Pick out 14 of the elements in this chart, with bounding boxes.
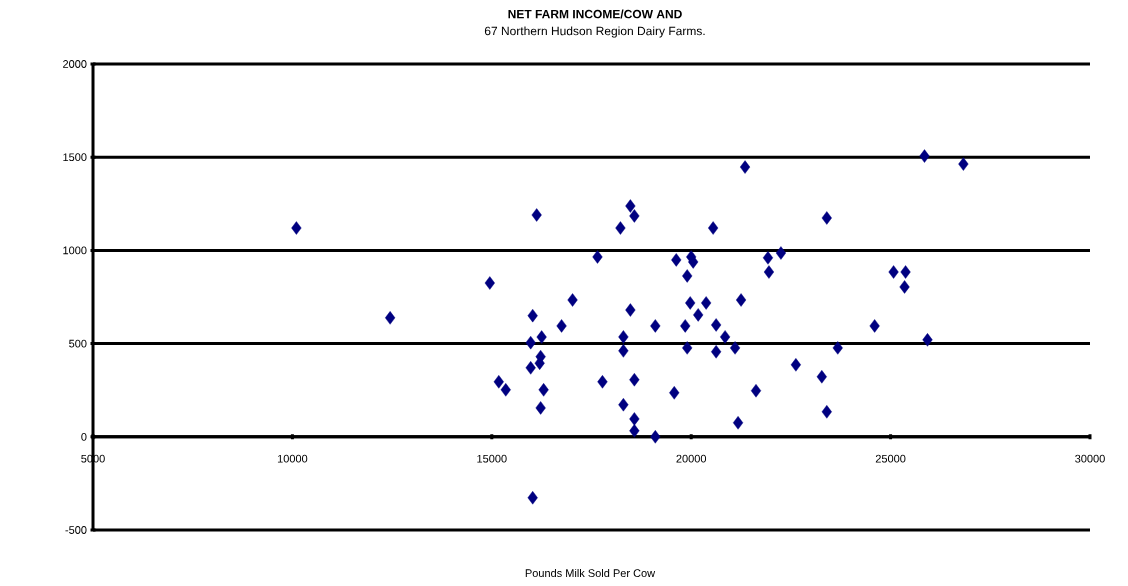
x-tick-label: 15000 — [477, 454, 507, 463]
y-tick-label: 0 — [81, 432, 87, 441]
y-tick-label: 500 — [69, 339, 87, 348]
y-tick-label: 1000 — [63, 246, 87, 255]
y-tick-label: 2000 — [63, 60, 87, 68]
x-tick-label: 10000 — [277, 454, 308, 463]
y-tick-label: 1500 — [63, 153, 87, 162]
y-tick-label: -500 — [65, 526, 87, 534]
x-tick-label: 30000 — [1075, 454, 1105, 463]
chart-subtitle: 67 Northern Hudson Region Dairy Farms. — [484, 26, 705, 38]
chart-title: NET FARM INCOME/COW AND — [508, 9, 682, 19]
x-axis-title: Pounds Milk Sold Per Cow — [525, 568, 656, 578]
x-tick-label: 25000 — [875, 454, 906, 463]
x-tick-label: 20000 — [676, 454, 707, 463]
